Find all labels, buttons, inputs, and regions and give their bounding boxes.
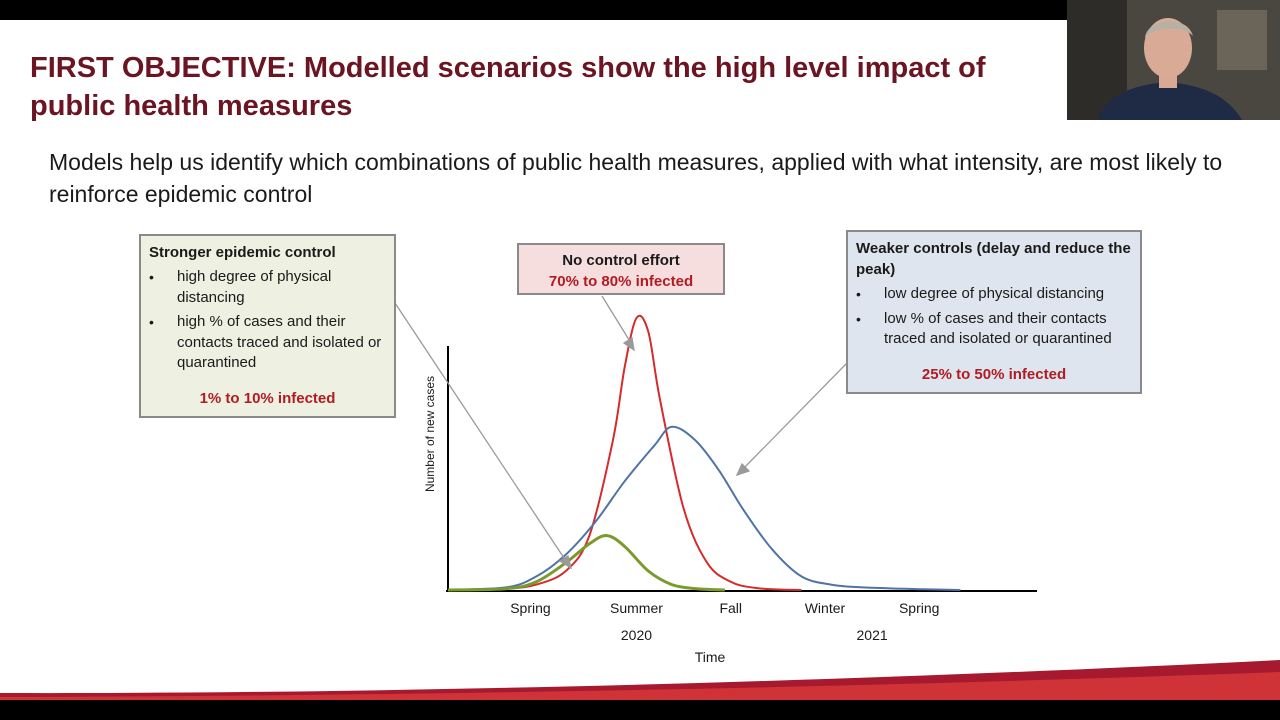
callout-weaker-list: low degree of physical distancing low % …: [856, 284, 1132, 350]
callout-stronger-bullet: high degree of physical distancing: [149, 267, 386, 308]
callout-weaker-control: Weaker controls (delay and reduce the pe…: [846, 230, 1142, 394]
callout-stronger-control: Stronger epidemic control high degree of…: [139, 234, 396, 418]
callout-weaker-result: 25% to 50% infected: [921, 365, 1067, 383]
presenter-video-icon: [1067, 0, 1280, 120]
callout-weaker-bullet: low % of cases and their contacts traced…: [856, 309, 1132, 350]
webcam-overlay: [1067, 0, 1280, 120]
callout-weaker-bullet: low degree of physical distancing: [856, 284, 1132, 305]
callout-stronger-heading: Stronger epidemic control: [149, 244, 336, 261]
callout-no-control: No control effort 70% to 80% infected: [517, 243, 725, 295]
slide: FIRST OBJECTIVE: Modelled scenarios show…: [0, 20, 1280, 700]
callout-stronger-result: 1% to 10% infected: [199, 389, 336, 407]
footer-swoosh: [0, 660, 1280, 700]
callout-stronger-bullet: high % of cases and their contacts trace…: [149, 312, 386, 374]
slide-title: FIRST OBJECTIVE: Modelled scenarios show…: [30, 52, 986, 122]
callout-none-heading: No control effort: [562, 252, 680, 269]
callout-weaker-heading: Weaker controls (delay and reduce the pe…: [856, 240, 1131, 278]
slide-subtitle: Models help us identify which combinatio…: [49, 149, 1223, 207]
callout-none-result: 70% to 80% infected: [548, 273, 694, 290]
callout-stronger-list: high degree of physical distancing high …: [149, 267, 386, 374]
